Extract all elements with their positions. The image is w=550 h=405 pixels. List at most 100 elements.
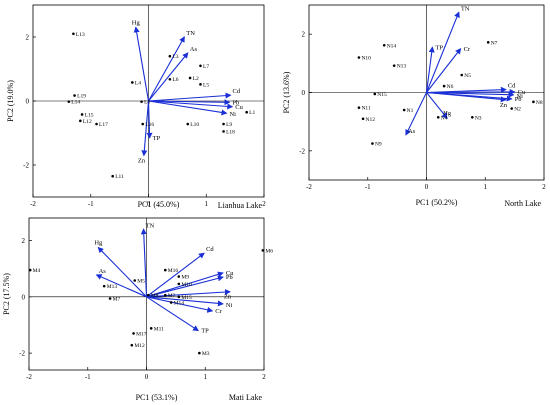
loading-label-tp: TP [153,135,161,142]
score-label-m17: M17 [136,331,147,337]
score-label-n7: N7 [491,40,498,46]
score-label-m7: M7 [113,297,121,303]
score-point-l4 [131,81,134,84]
score-point-m3 [198,351,201,355]
y-tick-label: 2 [302,31,306,39]
loading-arrow-ni [426,91,515,98]
y-tick-label: -2 [19,350,25,358]
score-point-l11 [111,174,114,178]
loading-label-as: As [99,268,107,275]
x-tick-label: 1 [205,200,209,208]
score-point-m10 [177,282,181,286]
loading-arrow-pb [146,275,224,298]
loading-arrow-tn [148,36,185,102]
score-point-m14 [169,301,173,304]
score-label-m11: M11 [154,326,164,332]
x-tick-label: -2 [30,200,36,208]
score-label-l14: L14 [71,100,80,106]
score-label-l5: L5 [203,82,209,88]
y-tick-label: 2 [26,34,30,42]
y-tick-label: 0 [26,98,30,106]
score-label-m16: M16 [168,268,179,274]
score-label-m14: M14 [174,300,185,306]
loading-arrow-cd [148,92,232,102]
score-point-m7 [108,297,112,300]
score-point-n8 [532,100,535,104]
score-point-n15 [373,92,377,96]
loading-label-zn: Zn [500,102,508,109]
score-point-n4 [436,115,440,119]
x-tick-label: 2 [262,373,266,381]
score-label-n11: N11 [361,106,371,112]
x-tick-label: 2 [542,183,546,191]
y-tick-label: 0 [22,293,26,301]
loading-arrow-as [95,274,147,298]
score-label-n6: N6 [447,84,454,90]
score-label-n2: N2 [514,107,521,113]
score-point-l3 [168,54,172,58]
score-label-m15: M15 [181,295,192,301]
loading-arrow-cr [426,47,462,93]
score-point-m17 [132,332,135,335]
score-label-l8: L8 [144,100,150,106]
loading-arrow-ni [146,296,224,307]
x-tick-label: -1 [85,373,91,381]
loading-arrow-ni [148,100,228,116]
score-point-n6 [442,84,446,88]
score-point-n12 [361,117,365,121]
y-tick-label: 2 [22,237,26,245]
score-point-n7 [486,41,490,44]
x-tick-label: 2 [262,200,266,208]
loading-label-as: As [408,128,416,135]
score-label-n15: N15 [377,92,387,98]
loading-label-zn: Zn [224,294,232,301]
score-label-m12: M12 [134,343,145,349]
loading-label-tn: TN [461,5,470,12]
score-label-n9: N9 [375,142,382,148]
score-label-m8: M8 [151,293,159,299]
score-label-n13: N13 [397,64,407,70]
score-point-n5 [460,73,464,77]
score-label-l12: L12 [83,119,92,125]
score-point-n14 [382,43,386,47]
lake-name-label: Lianhua Lake [218,201,263,210]
loading-label-pb: Pb [515,96,522,103]
score-label-l4: L4 [135,80,141,86]
score-point-m9 [177,275,181,278]
score-point-n11 [357,106,361,109]
score-point-l6 [168,77,172,81]
x-axis-label: PC1 (45.0%) [138,200,180,209]
score-point-l18 [222,130,225,133]
loading-label-cu: Cu [235,104,243,111]
loading-arrow-cu [146,271,224,298]
score-label-l9: L9 [226,122,232,128]
score-point-n13 [392,64,396,67]
score-point-m12 [130,343,134,347]
loading-arrow-zn [141,100,150,157]
score-label-l13: L13 [76,32,85,38]
score-label-l16: L16 [145,122,154,128]
loading-arrow-zn [426,91,507,103]
loading-arrow-tp [425,46,435,93]
loading-label-cu: Cu [518,89,526,96]
loading-arrow-zn [146,289,231,298]
y-tick-label: 0 [302,89,306,97]
x-axis-label: PC1 (53.1%) [136,393,178,402]
x-tick-label: -2 [306,183,312,191]
score-point-m11 [149,327,153,330]
x-tick-label: -1 [88,200,94,208]
x-tick-label: 0 [145,373,149,381]
score-point-l14 [67,100,71,103]
score-point-m13 [102,284,106,288]
score-label-m9: M9 [181,275,189,281]
score-point-n9 [371,142,374,145]
loading-arrow-as [148,52,189,102]
y-axis-label: PC2 (17.5%) [2,273,11,315]
y-axis-label: PC2 (19.0%) [6,80,15,122]
score-point-l16 [141,122,145,126]
x-axis-label: PC1 (50.2%) [416,198,458,207]
score-point-m2 [164,293,167,297]
score-label-m10: M10 [181,282,192,288]
score-point-l17 [95,122,98,126]
